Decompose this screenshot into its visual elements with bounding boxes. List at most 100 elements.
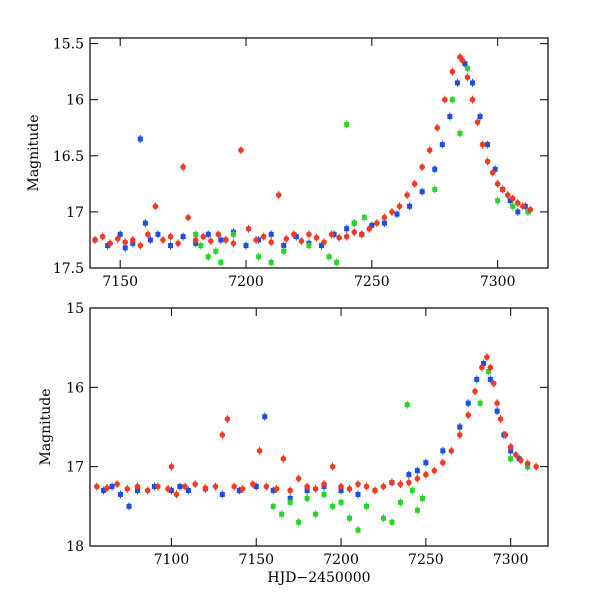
blue-data-point (507, 198, 513, 204)
red-data-point (499, 186, 506, 193)
red-data-point (168, 463, 175, 470)
green-data-point (457, 130, 463, 136)
red-data-point (122, 239, 129, 245)
red-data-point (134, 483, 141, 490)
x-tick-label: 7300 (493, 552, 529, 568)
bottom-ticks: 7100 7150 7200 7250 7300 15 16 17 18 (66, 301, 548, 568)
top-panel: 7150 7200 7250 7300 15.5 16 16.5 17 17.5 Magnitu… (26, 37, 549, 290)
red-data-point (372, 487, 378, 494)
blue-data-point (142, 220, 148, 226)
blue-data-point (281, 243, 287, 249)
red-data-point (137, 242, 144, 249)
green-data-point (477, 400, 483, 406)
green-data-point (432, 186, 438, 192)
blue-data-point (293, 234, 299, 240)
red-data-point (200, 233, 207, 240)
blue-data-point (423, 460, 429, 466)
red-data-point (518, 457, 524, 464)
y-tick-label: 17 (66, 205, 84, 221)
green-data-point (205, 254, 211, 260)
bottom-plot-frame (89, 307, 549, 547)
green-data-point (334, 259, 340, 265)
y-tick-label: 15 (66, 301, 84, 317)
red-data-point (419, 164, 425, 170)
blue-data-point (462, 61, 468, 67)
green-data-point (347, 515, 353, 521)
green-data-point (525, 209, 531, 215)
x-tick-label: 7250 (354, 274, 390, 290)
red-data-point (351, 229, 358, 235)
green-data-point (510, 203, 516, 209)
red-data-point (224, 416, 231, 422)
red-data-point (273, 486, 280, 492)
blue-data-point (137, 136, 143, 142)
blue-data-point (151, 484, 157, 489)
red-data-point (263, 483, 270, 490)
red-data-point (343, 233, 350, 240)
red-data-point (185, 214, 191, 221)
red-data-point (502, 432, 509, 438)
red-data-point (512, 451, 519, 458)
green-data-point (380, 515, 386, 521)
red-data-point (295, 475, 302, 482)
red-data-point (329, 463, 336, 470)
blue-data-point (474, 376, 480, 382)
red-data-point (464, 74, 471, 81)
red-data-point (336, 234, 342, 241)
top-y-axis-label: Magnitude (26, 114, 42, 191)
red-data-point (167, 233, 174, 240)
red-data-point (484, 354, 490, 360)
red-data-point (389, 209, 395, 215)
red-data-point (298, 238, 305, 244)
blue-data-point (253, 484, 259, 489)
red-data-point (494, 400, 500, 407)
blue-data-point (344, 226, 350, 232)
blue-data-point (219, 491, 225, 497)
red-data-point (180, 164, 186, 170)
red-data-point (363, 483, 370, 490)
red-data-point (406, 479, 412, 486)
green-data-point (338, 499, 344, 505)
green-data-point (296, 519, 302, 525)
blue-data-point (168, 487, 174, 493)
red-data-point (313, 234, 320, 241)
red-data-point (99, 233, 106, 240)
red-data-point (291, 231, 297, 238)
red-data-point (245, 225, 252, 232)
red-data-point (434, 124, 441, 131)
blue-data-point (485, 142, 491, 148)
x-tick-label: 7150 (102, 274, 138, 290)
blue-data-point (205, 231, 211, 237)
red-data-point (145, 231, 151, 238)
red-data-point (338, 483, 344, 490)
red-data-point (306, 231, 312, 238)
red-data-point (104, 485, 110, 491)
red-data-point (144, 487, 151, 494)
red-data-point (404, 192, 410, 198)
y-tick-label: 16.5 (53, 149, 84, 165)
top-data-points (92, 53, 534, 267)
red-data-point (92, 237, 98, 243)
blue-data-point (236, 487, 242, 493)
blue-data-point (432, 166, 438, 172)
blue-data-point (109, 484, 115, 489)
x-tick-label: 7150 (238, 552, 274, 568)
red-data-point (129, 237, 136, 243)
green-data-point (268, 259, 274, 265)
green-data-point (449, 97, 455, 103)
green-data-point (351, 220, 357, 226)
red-data-point (397, 481, 404, 487)
blue-data-point (180, 234, 186, 240)
red-data-point (230, 240, 237, 247)
bottom-data-points (93, 353, 539, 535)
green-data-point (304, 495, 310, 501)
y-tick-label: 16 (66, 93, 84, 109)
red-data-point (527, 206, 534, 213)
green-data-point (361, 215, 367, 221)
red-data-point (484, 158, 491, 165)
blue-data-point (105, 243, 111, 249)
blue-data-point (454, 80, 460, 86)
blue-data-point (218, 237, 224, 243)
green-data-point (218, 259, 224, 265)
green-data-point (213, 248, 219, 254)
